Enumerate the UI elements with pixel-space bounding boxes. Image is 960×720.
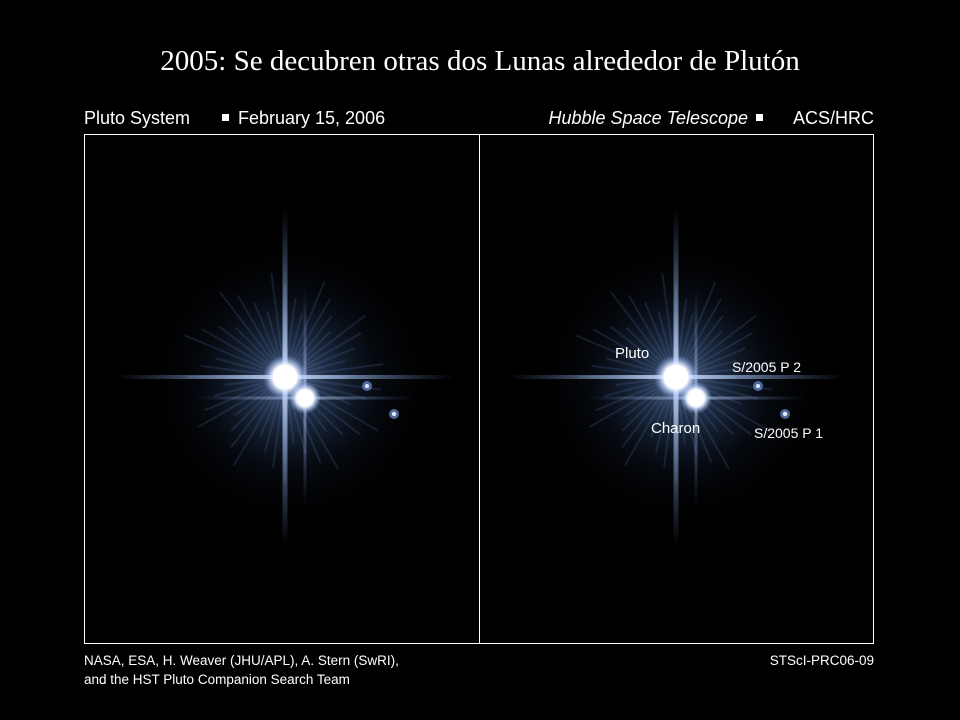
header-right-2: ACS/HRC	[793, 108, 874, 128]
image-panels	[115, 207, 846, 547]
label-pluto: Pluto	[615, 345, 649, 362]
panel-border	[479, 134, 874, 644]
label-charon: Charon	[651, 420, 700, 437]
moon	[391, 411, 397, 417]
release-id: STScI-PRC06-09	[770, 653, 874, 668]
moon	[782, 411, 788, 417]
left-panel	[115, 207, 455, 547]
header-left-1: Pluto System	[84, 108, 190, 128]
moon	[365, 384, 369, 388]
separator	[756, 114, 763, 121]
header-right-1: Hubble Space Telescope	[549, 108, 748, 128]
charon-core	[688, 390, 704, 406]
header: Pluto System February 15, 2006 Hubble Sp…	[84, 108, 874, 128]
credit-line: and the HST Pluto Companion Search Team	[84, 672, 350, 687]
moon	[756, 384, 760, 388]
credit-line: NASA, ESA, H. Weaver (JHU/APL), A. Stern…	[84, 653, 399, 668]
annotations: Pluto Charon S/2005 P 2 S/2005 P 1	[615, 345, 823, 441]
label-p2: S/2005 P 2	[732, 359, 801, 375]
pluto-core	[664, 365, 688, 389]
slide-title: 2005: Se decubren otras dos Lunas alrede…	[160, 45, 800, 77]
credits: NASA, ESA, H. Weaver (JHU/APL), A. Stern…	[84, 653, 874, 687]
separator	[222, 114, 229, 121]
pluto-core	[273, 365, 297, 389]
charon-core	[297, 390, 313, 406]
right-panel	[506, 207, 846, 547]
label-p1: S/2005 P 1	[754, 425, 823, 441]
header-left-2: February 15, 2006	[238, 108, 385, 128]
